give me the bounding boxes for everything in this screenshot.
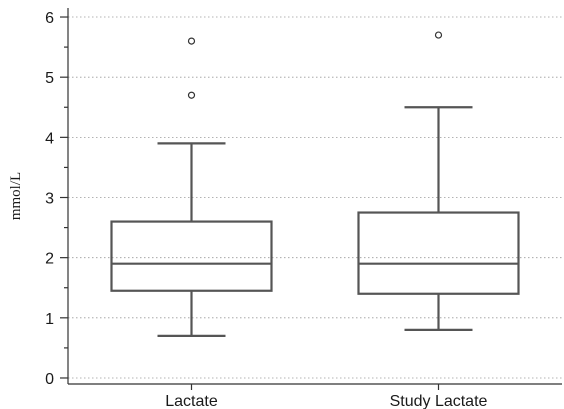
y-tick-label: 0 xyxy=(45,371,54,388)
y-tick-label: 6 xyxy=(45,10,54,27)
y-ticks: 0 1 2 3 4 5 6 xyxy=(45,10,68,388)
y-tick-label: 1 xyxy=(45,311,54,328)
iqr-box xyxy=(110,220,273,292)
x-ticks: Lactate Study Lactate xyxy=(165,384,488,409)
grid-lines xyxy=(68,16,562,379)
axes xyxy=(67,8,562,385)
y-tick-label: 4 xyxy=(45,130,54,147)
box-group xyxy=(357,31,520,331)
outlier-point xyxy=(187,91,196,99)
outlier-point xyxy=(434,31,443,39)
iqr-box xyxy=(357,211,520,295)
y-tick-label: 2 xyxy=(45,251,54,268)
y-tick-label: 3 xyxy=(45,191,54,208)
outlier-point xyxy=(187,37,196,45)
y-tick-label: 5 xyxy=(45,70,54,87)
x-category-label: Lactate xyxy=(165,393,218,409)
y-axis-title: mmol/L xyxy=(8,172,24,220)
x-category-label: Study Lactate xyxy=(390,393,488,409)
boxes xyxy=(110,31,520,337)
box-group xyxy=(110,37,273,337)
